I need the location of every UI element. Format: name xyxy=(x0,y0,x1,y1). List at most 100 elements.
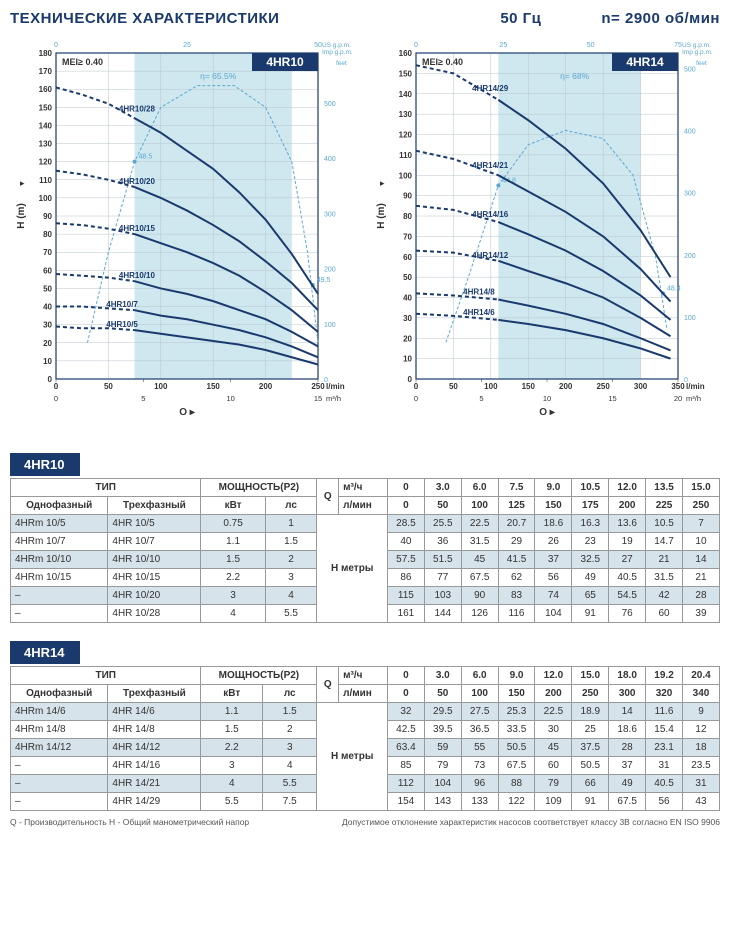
svg-text:40: 40 xyxy=(43,303,52,312)
svg-text:Imp g.p.m.: Imp g.p.m. xyxy=(682,49,713,56)
svg-text:130: 130 xyxy=(39,140,53,149)
svg-text:130: 130 xyxy=(399,110,413,119)
svg-text:90: 90 xyxy=(403,192,412,201)
table-badge: 4HR10 xyxy=(10,453,80,476)
svg-text:5: 5 xyxy=(479,394,483,403)
svg-text:160: 160 xyxy=(39,85,53,94)
svg-text:120: 120 xyxy=(39,158,53,167)
svg-text:40: 40 xyxy=(403,294,412,303)
svg-text:4HR14/29: 4HR14/29 xyxy=(472,84,509,93)
svg-text:4HR14/6: 4HR14/6 xyxy=(463,308,495,317)
svg-text:150: 150 xyxy=(207,382,221,391)
header-title: ТЕХНИЧЕСКИЕ ХАРАКТЕРИСТИКИ xyxy=(10,10,279,27)
svg-text:0: 0 xyxy=(54,394,58,403)
svg-text:10: 10 xyxy=(403,355,412,364)
svg-text:60: 60 xyxy=(43,266,52,275)
header-speed: n= 2900 об/мин xyxy=(601,10,720,27)
page-header: ТЕХНИЧЕСКИЕ ХАРАКТЕРИСТИКИ 50 Гц n= 2900… xyxy=(10,10,720,27)
svg-text:100: 100 xyxy=(399,171,413,180)
svg-text:0: 0 xyxy=(54,42,58,49)
svg-text:m³/h: m³/h xyxy=(686,394,701,403)
svg-text:200: 200 xyxy=(559,382,573,391)
svg-text:0: 0 xyxy=(408,375,413,384)
svg-text:140: 140 xyxy=(39,121,53,130)
svg-text:30: 30 xyxy=(43,321,52,330)
svg-text:15: 15 xyxy=(314,394,322,403)
table-row: 4HRm 10/54HR 10/50.751H метры28.525.522.… xyxy=(11,515,720,533)
svg-text:15: 15 xyxy=(608,394,616,403)
svg-text:0: 0 xyxy=(414,382,419,391)
svg-text:170: 170 xyxy=(39,67,53,76)
svg-text:150: 150 xyxy=(522,382,536,391)
svg-text:400: 400 xyxy=(684,129,696,136)
svg-text:▸: ▸ xyxy=(380,178,385,188)
svg-text:60: 60 xyxy=(403,253,412,262)
svg-text:300: 300 xyxy=(324,211,336,218)
svg-text:250: 250 xyxy=(596,382,610,391)
svg-text:4HR14/12: 4HR14/12 xyxy=(472,251,509,260)
svg-text:4HR10/28: 4HR10/28 xyxy=(119,105,156,114)
svg-text:110: 110 xyxy=(399,151,412,160)
svg-text:5: 5 xyxy=(141,394,145,403)
svg-text:50: 50 xyxy=(43,284,52,293)
svg-text:0: 0 xyxy=(414,42,418,49)
svg-text:30: 30 xyxy=(403,314,412,323)
svg-text:4HR10/15: 4HR10/15 xyxy=(119,224,156,233)
svg-text:MEI≥ 0.40: MEI≥ 0.40 xyxy=(62,57,103,67)
table-row: 4HRm 14/64HR 14/61.11.5H метры3229.527.5… xyxy=(11,703,720,721)
svg-text:150: 150 xyxy=(399,69,413,78)
svg-text:200: 200 xyxy=(259,382,273,391)
svg-text:4HR10/20: 4HR10/20 xyxy=(119,177,156,186)
svg-text:100: 100 xyxy=(154,382,168,391)
header-freq: 50 Гц xyxy=(500,10,541,27)
svg-text:75: 75 xyxy=(674,42,682,49)
svg-text:Q ▸: Q ▸ xyxy=(179,407,196,415)
svg-text:l/min: l/min xyxy=(326,382,345,391)
svg-text:η= 65.5%: η= 65.5% xyxy=(200,71,237,81)
svg-text:48.5: 48.5 xyxy=(139,154,153,161)
svg-text:48.4: 48.4 xyxy=(667,285,681,292)
svg-text:50: 50 xyxy=(587,42,595,49)
svg-text:300: 300 xyxy=(634,382,648,391)
svg-text:50: 50 xyxy=(403,273,412,282)
svg-text:10: 10 xyxy=(226,394,234,403)
svg-text:400: 400 xyxy=(324,156,336,163)
svg-text:4HR10/5: 4HR10/5 xyxy=(106,320,138,329)
svg-text:70: 70 xyxy=(403,232,412,241)
svg-text:100: 100 xyxy=(324,322,336,329)
svg-text:10: 10 xyxy=(43,357,52,366)
svg-text:49.5: 49.5 xyxy=(317,277,331,284)
svg-text:H (m): H (m) xyxy=(16,203,27,229)
svg-text:140: 140 xyxy=(399,90,413,99)
svg-text:0: 0 xyxy=(414,394,418,403)
svg-text:50: 50 xyxy=(449,382,458,391)
svg-text:4HR14/21: 4HR14/21 xyxy=(472,161,509,170)
svg-text:MEI≥ 0.40: MEI≥ 0.40 xyxy=(422,57,463,67)
footnote: Q - Производительность H - Общий маномет… xyxy=(10,817,720,827)
svg-text:100: 100 xyxy=(684,315,696,322)
svg-text:90: 90 xyxy=(43,212,52,221)
svg-text:0: 0 xyxy=(54,382,59,391)
svg-text:25: 25 xyxy=(183,42,191,49)
footnote-right: Допустимое отклонение характеристик насо… xyxy=(342,817,720,827)
svg-text:l/min: l/min xyxy=(686,382,705,391)
svg-text:150: 150 xyxy=(39,103,53,112)
svg-text:10: 10 xyxy=(543,394,551,403)
svg-text:500: 500 xyxy=(684,66,696,73)
svg-text:4HR14: 4HR14 xyxy=(626,55,664,69)
spec-table: ТИПМОЩНОСТЬ(Р2)Qм³/ч03.06.07.59.010.512.… xyxy=(10,478,720,623)
svg-text:200: 200 xyxy=(324,267,336,274)
table-badge: 4HR14 xyxy=(10,641,80,664)
svg-text:20: 20 xyxy=(674,394,682,403)
svg-text:Q ▸: Q ▸ xyxy=(539,407,556,415)
svg-text:160: 160 xyxy=(399,49,413,58)
svg-text:feet: feet xyxy=(336,60,347,67)
svg-text:4HR10/10: 4HR10/10 xyxy=(119,271,156,280)
svg-text:25: 25 xyxy=(499,42,507,49)
svg-text:η= 68%: η= 68% xyxy=(560,71,590,81)
chart-4hr10: 0501001502002500102030405060708090100110… xyxy=(10,35,360,415)
svg-text:20: 20 xyxy=(43,339,52,348)
svg-text:H (m): H (m) xyxy=(376,203,387,229)
svg-text:4HR14/8: 4HR14/8 xyxy=(463,288,495,297)
svg-text:4HR10: 4HR10 xyxy=(266,55,304,69)
